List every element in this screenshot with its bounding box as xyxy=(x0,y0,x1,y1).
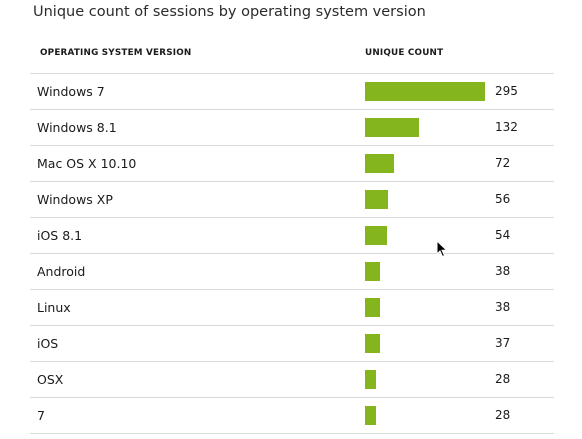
os-name: iOS xyxy=(37,336,59,351)
count-bar xyxy=(365,154,394,173)
count-value: 28 xyxy=(495,408,511,422)
count-bar xyxy=(365,406,376,425)
table-row[interactable]: iOS 37 xyxy=(30,326,554,362)
count-bar xyxy=(365,262,380,281)
mouse-pointer-icon xyxy=(436,240,448,258)
table-row[interactable]: OSX 28 xyxy=(30,362,554,398)
os-name: iOS 8.1 xyxy=(37,228,83,243)
count-value: 295 xyxy=(495,84,518,98)
os-name: Linux xyxy=(37,300,71,315)
column-header-os-version[interactable]: OPERATING SYSTEM VERSION xyxy=(40,48,192,58)
table-row[interactable]: Windows XP 56 xyxy=(30,182,554,218)
count-bar xyxy=(365,334,380,353)
os-name: 7 xyxy=(37,408,45,423)
count-value: 28 xyxy=(495,372,511,386)
os-name: Android xyxy=(37,264,86,279)
count-bar xyxy=(365,118,419,137)
count-bar xyxy=(365,190,388,209)
chart-title: Unique count of sessions by operating sy… xyxy=(33,4,426,20)
os-name: Windows 7 xyxy=(37,84,105,99)
count-bar xyxy=(365,370,376,389)
os-name: Windows 8.1 xyxy=(37,120,117,135)
table-row[interactable]: Windows 8.1 132 xyxy=(30,110,554,146)
count-value: 132 xyxy=(495,120,518,134)
count-bar xyxy=(365,82,485,101)
table-row[interactable]: 7 28 xyxy=(30,398,554,434)
count-value: 37 xyxy=(495,336,511,350)
table-header: OPERATING SYSTEM VERSION UNIQUE COUNT xyxy=(30,38,554,74)
os-sessions-table: OPERATING SYSTEM VERSION UNIQUE COUNT Wi… xyxy=(30,38,554,434)
count-bar xyxy=(365,298,380,317)
table-row[interactable]: iOS 8.1 54 xyxy=(30,218,554,254)
count-value: 56 xyxy=(495,192,511,206)
table-row[interactable]: Linux 38 xyxy=(30,290,554,326)
count-bar xyxy=(365,226,387,245)
column-header-unique-count[interactable]: UNIQUE COUNT xyxy=(365,48,444,58)
count-value: 54 xyxy=(495,228,511,242)
os-name: OSX xyxy=(37,372,64,387)
table-row[interactable]: Mac OS X 10.10 72 xyxy=(30,146,554,182)
count-value: 38 xyxy=(495,300,511,314)
count-value: 38 xyxy=(495,264,511,278)
table-row[interactable]: Windows 7 295 xyxy=(30,74,554,110)
os-name: Mac OS X 10.10 xyxy=(37,156,137,171)
os-name: Windows XP xyxy=(37,192,113,207)
table-row[interactable]: Android 38 xyxy=(30,254,554,290)
count-value: 72 xyxy=(495,156,511,170)
